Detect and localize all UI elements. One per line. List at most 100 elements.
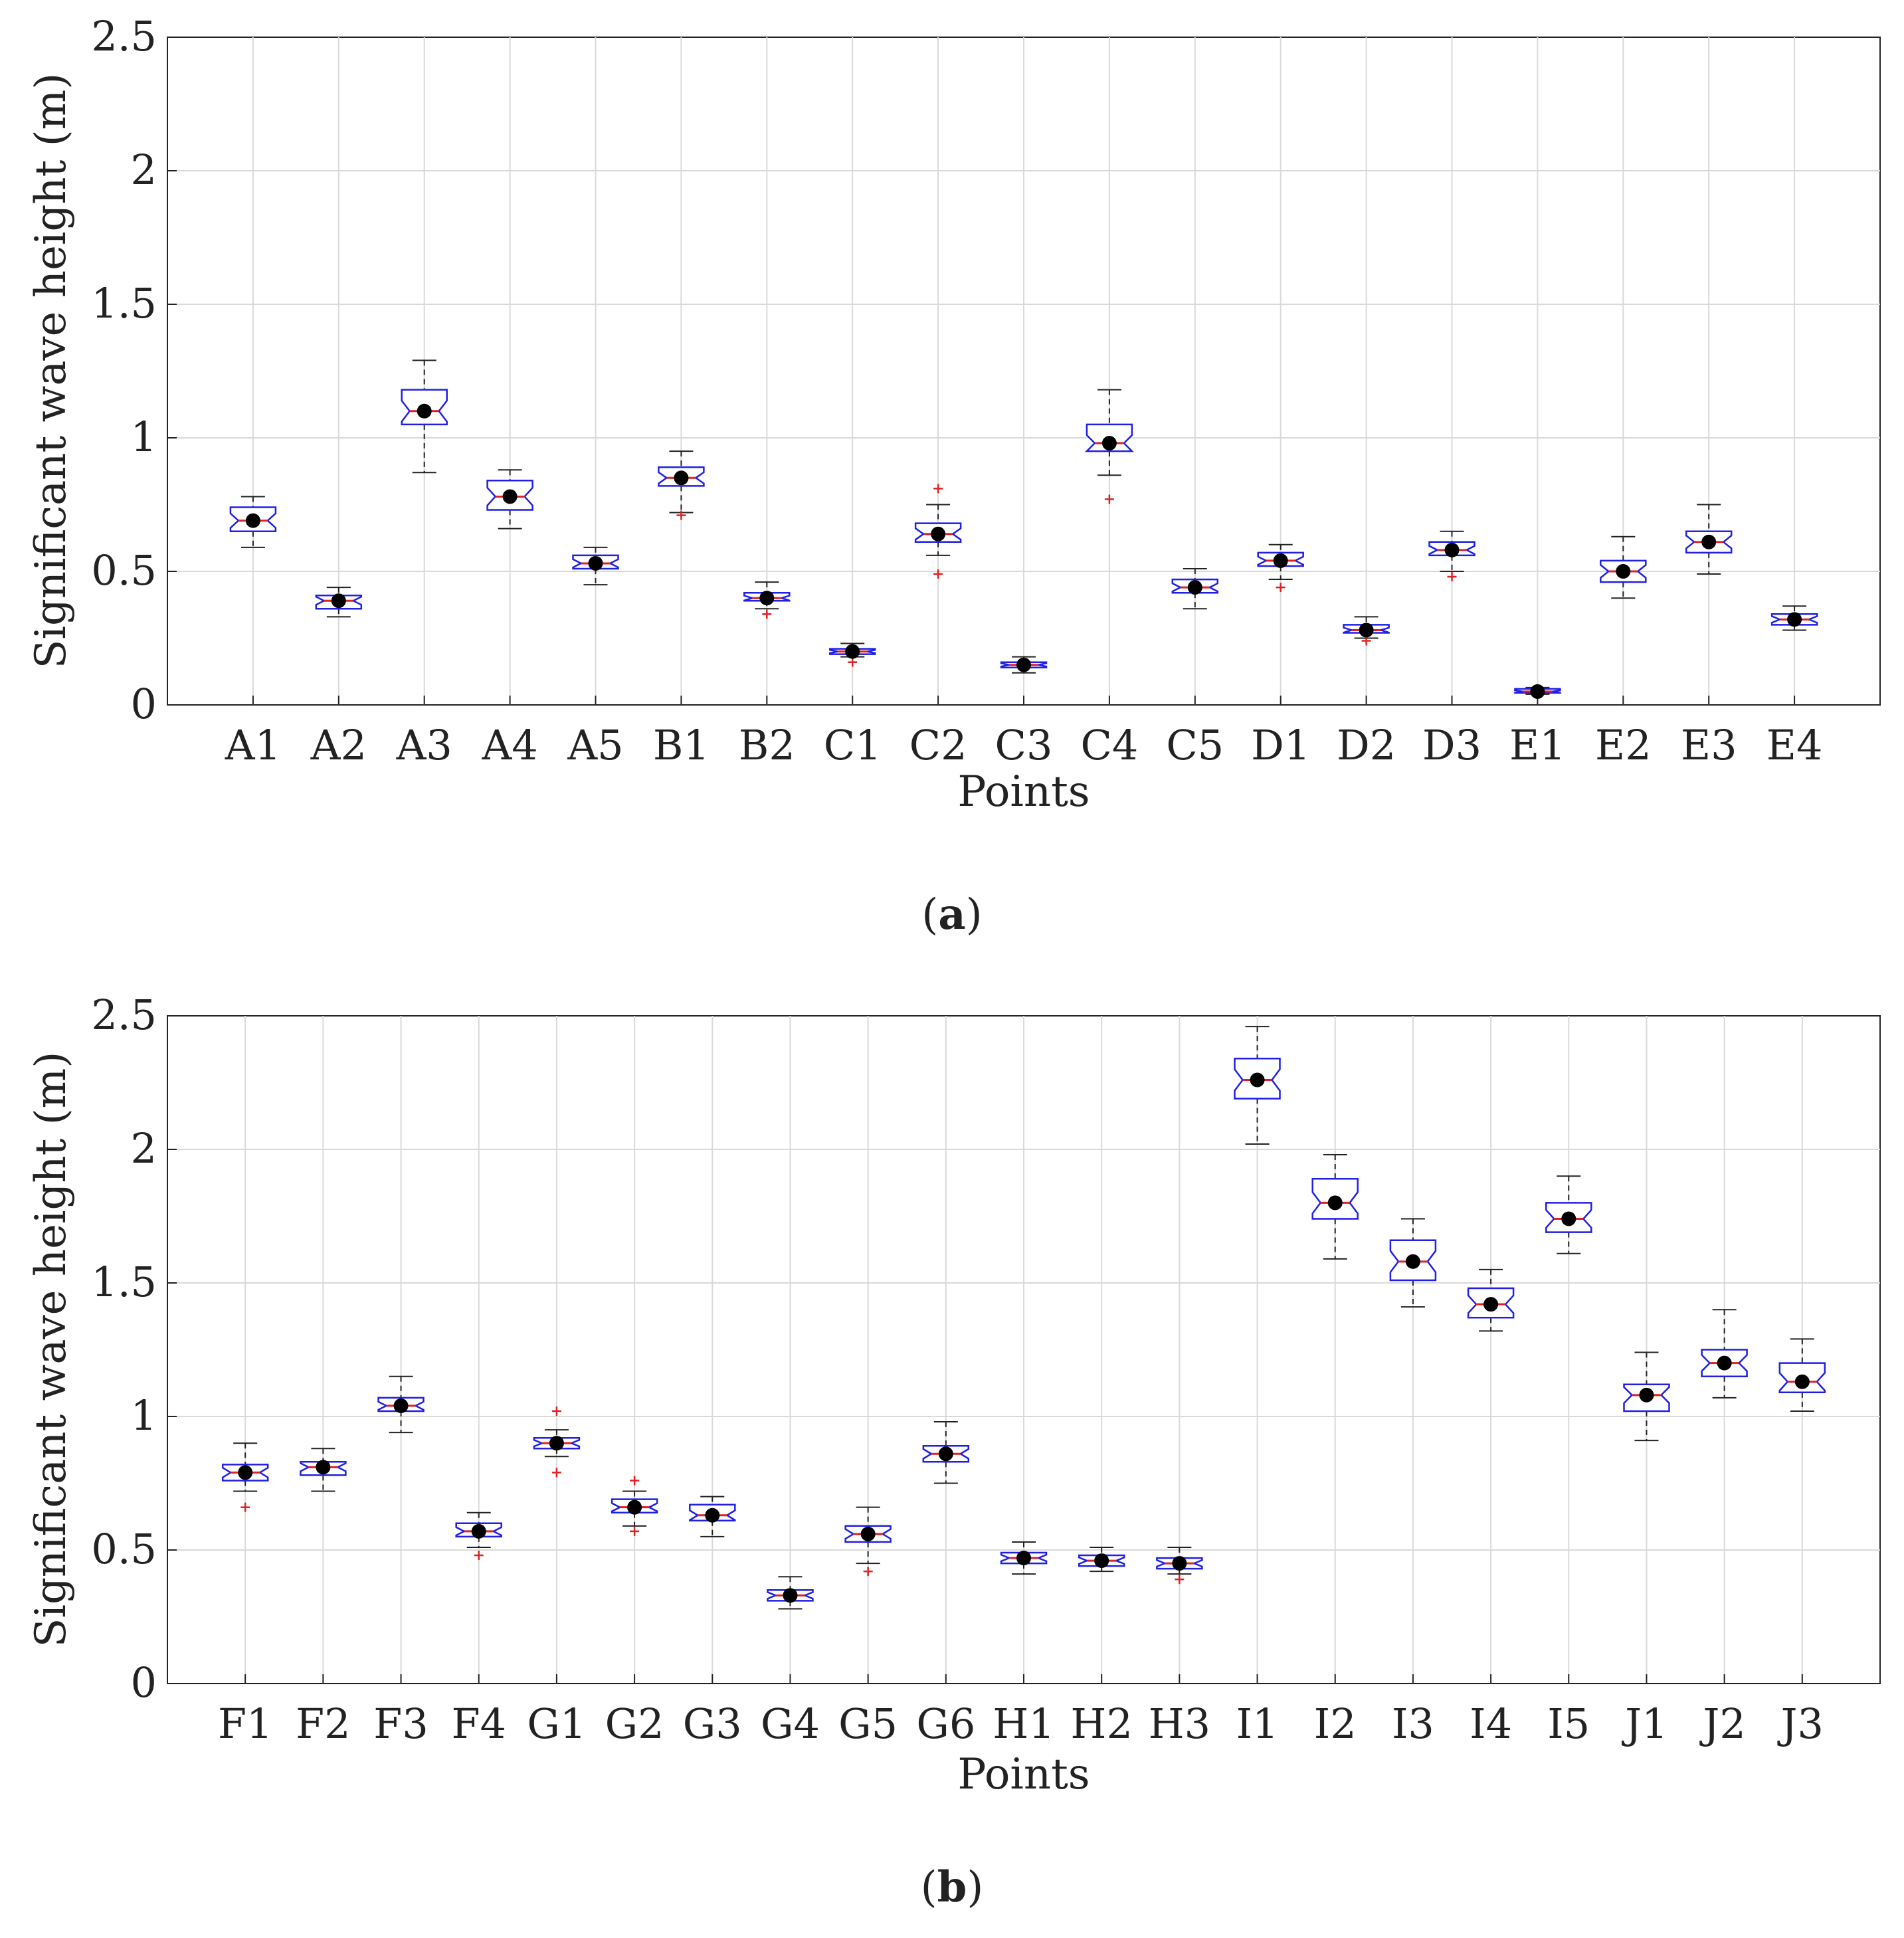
x-tick-label: A2 (310, 721, 367, 769)
outlier-marker (1276, 583, 1285, 593)
panel-label-a: (a) (921, 890, 982, 939)
y-tick-label: 2 (131, 1124, 157, 1173)
x-tick-label: B1 (653, 721, 710, 769)
boxplot-E2 (1600, 535, 1647, 599)
x-tick-label: J3 (1777, 1699, 1824, 1748)
outlier-marker (551, 1468, 561, 1478)
mean-marker (1483, 1297, 1499, 1312)
mean-marker (1016, 1551, 1031, 1566)
mean-marker (1273, 553, 1288, 568)
mean-marker (471, 1523, 486, 1539)
mean-marker (1187, 580, 1202, 595)
x-tick-label: J1 (1621, 1699, 1667, 1748)
boxplot-I3 (1389, 1218, 1437, 1308)
boxplot-E4 (1770, 605, 1818, 631)
x-tick-label: G2 (605, 1699, 664, 1748)
boxplot-A5 (572, 546, 619, 586)
outlier-marker (1175, 1575, 1185, 1585)
x-tick-label: G5 (838, 1699, 898, 1748)
y-tick-labels-a: 0 0.5 1 1.5 2 2.5 (91, 12, 157, 728)
outlier-marker (1447, 572, 1457, 582)
panel-label-a-open: ( (921, 890, 938, 939)
mean-marker (502, 489, 518, 504)
mean-marker (705, 1507, 720, 1523)
boxplot-F2 (300, 1448, 347, 1492)
outlier-marker (474, 1551, 484, 1561)
x-tick-label: E3 (1681, 721, 1737, 769)
x-tick-label: H2 (1070, 1699, 1133, 1748)
y-tick-label: 1 (131, 413, 157, 461)
outlier-marker (240, 1502, 250, 1512)
x-tick-label: G6 (916, 1699, 975, 1748)
mean-marker (1250, 1072, 1265, 1088)
x-tick-label: E1 (1509, 721, 1566, 769)
boxplot-E1 (1514, 684, 1561, 699)
mean-marker (417, 403, 432, 419)
panel-label-a-letter: a (938, 890, 965, 939)
boxplot-J2 (1701, 1309, 1748, 1399)
boxplot-D1 (1257, 543, 1304, 593)
x-tick-label: B2 (739, 721, 795, 769)
mean-marker (860, 1526, 876, 1541)
mean-marker (1094, 1553, 1109, 1569)
mean-marker (393, 1398, 409, 1413)
chart-panel-a: 0 0.5 1 1.5 2 2.5 A1 A2 A3 A4 A5 B1 B2 C1 C2 C3 C4 C5 D1 D… (27, 12, 1881, 939)
boxplot-D3 (1428, 530, 1476, 582)
panel-label-b-open: ( (921, 1863, 937, 1912)
y-axis-title-b: Significant wave height (m) (27, 1052, 76, 1648)
x-tick-labels-a: A1 A2 A3 A4 A5 B1 B2 C1 C2 C3 C4 C5 D1 D2 D3 E1 E2 E3 E4 (225, 721, 1823, 769)
y-tick-label: 0 (131, 1658, 157, 1707)
y-tick-label: 1.5 (91, 279, 157, 328)
boxplot-B2 (743, 581, 791, 619)
boxplot-E3 (1685, 504, 1733, 575)
mean-marker (845, 644, 860, 659)
panel-label-a-close: ) (966, 890, 983, 939)
mean-marker (931, 526, 946, 541)
mean-marker (238, 1465, 253, 1480)
x-tick-label: J2 (1699, 1699, 1745, 1748)
mean-marker (1794, 1374, 1810, 1389)
boxplot-D2 (1343, 616, 1390, 646)
x-tick-label: F1 (218, 1699, 272, 1748)
boxplot-C5 (1171, 567, 1219, 610)
boxplot-I5 (1545, 1175, 1592, 1254)
boxplot-A3 (401, 359, 448, 474)
mean-marker (1717, 1355, 1732, 1371)
boxplot-H3 (1156, 1546, 1203, 1585)
x-tick-labels-b: F1 F2 F3 F4 G1 G2 G3 G4 G5 G6 H1 H2 H3 I1 I2 I3 I4 I5 J1 J2… (218, 1699, 1824, 1748)
y-tick-label: 0.5 (91, 1525, 157, 1573)
x-tick-label: C5 (1166, 721, 1224, 769)
boxplot-B1 (658, 450, 705, 520)
boxplot-F4 (455, 1511, 502, 1561)
x-tick-label: H3 (1149, 1699, 1211, 1748)
outlier-marker (1104, 494, 1114, 504)
boxplot-H2 (1078, 1546, 1125, 1573)
mean-marker (1639, 1387, 1654, 1403)
x-tick-label: D2 (1337, 721, 1396, 769)
x-tick-label: A3 (396, 721, 452, 769)
outlier-marker (863, 1567, 873, 1577)
y-tick-label: 2.5 (91, 12, 157, 60)
x-tick-label: I1 (1236, 1699, 1279, 1748)
mean-marker (1616, 564, 1631, 579)
mean-marker (331, 593, 346, 609)
outlier-marker (762, 609, 772, 619)
boxplot-I1 (1234, 1026, 1281, 1145)
x-tick-label: I2 (1314, 1699, 1357, 1748)
outlier-marker (848, 657, 858, 667)
x-axis-title-b: Points (957, 1750, 1090, 1799)
mean-marker (245, 513, 260, 528)
x-tick-label: C3 (995, 721, 1053, 769)
mean-marker (1016, 657, 1031, 672)
y-tick-label: 1 (131, 1391, 157, 1440)
mean-marker (1327, 1195, 1343, 1211)
mean-marker (1359, 623, 1374, 638)
mean-marker (783, 1588, 798, 1603)
mean-marker (1787, 612, 1802, 627)
outlier-marker (630, 1526, 640, 1536)
x-tick-label: C1 (824, 721, 882, 769)
boxplot-G3 (689, 1496, 736, 1537)
panel-label-b: (b) (921, 1862, 984, 1912)
boxplot-C1 (828, 642, 876, 667)
x-tick-label: G3 (683, 1699, 742, 1748)
